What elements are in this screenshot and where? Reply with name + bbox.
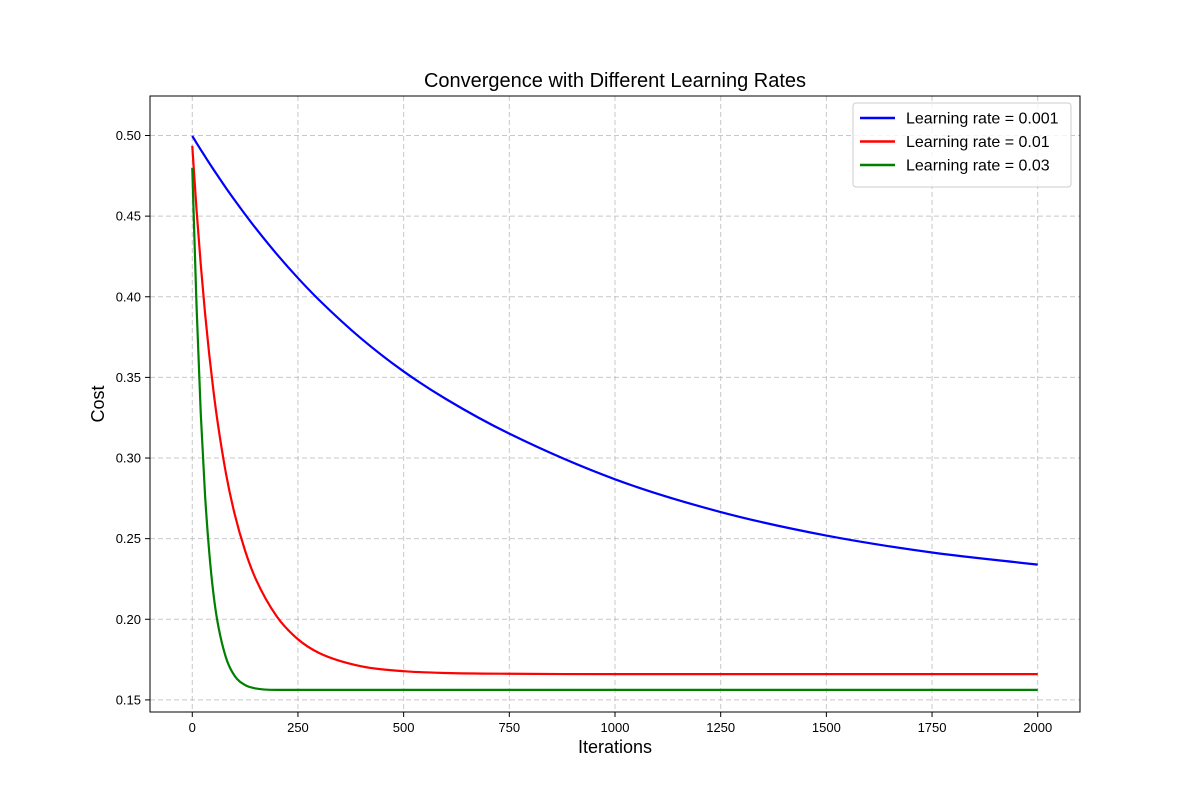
x-axis-label: Iterations (578, 737, 652, 757)
x-tick-label: 750 (498, 720, 520, 735)
y-tick-label: 0.15 (116, 692, 141, 707)
x-tick-label: 2000 (1023, 720, 1052, 735)
legend-label-2: Learning rate = 0.01 (906, 134, 1050, 151)
legend-label-3: Learning rate = 0.03 (906, 158, 1050, 175)
y-tick-label: 0.20 (116, 612, 141, 627)
series-lines (191, 135, 1038, 692)
y-tick-label: 0.35 (116, 370, 141, 385)
series-line-1 (191, 135, 1038, 566)
legend-box (852, 102, 1072, 188)
chart-title: Convergence with Different Learning Rate… (424, 70, 806, 92)
y-tick-label: 0.50 (116, 128, 141, 143)
x-tick-label: 1750 (918, 720, 947, 735)
y-tick-label: 0.40 (116, 289, 141, 304)
x-tick-label: 1000 (601, 720, 630, 735)
series-line-3 (191, 167, 1038, 692)
x-tick-label: 250 (287, 720, 309, 735)
grid-lines (150, 96, 1080, 712)
y-tick-label: 0.30 (116, 451, 141, 466)
legend: Learning rate = 0.001 Learning rate = 0.0… (852, 102, 1072, 188)
y-axis-label: Cost (88, 385, 108, 422)
y-tick-label: 0.45 (116, 209, 141, 224)
axis-ticks: 0 250 500 750 1000 1250 1500 1750 2000 0.15 0.20 0.… (116, 128, 1053, 735)
x-tick-label: 500 (393, 720, 415, 735)
x-tick-label: 1500 (812, 720, 841, 735)
legend-items: Learning rate = 0.001 Learning rate = 0.0… (860, 111, 1059, 175)
y-tick-label: 0.25 (116, 531, 141, 546)
x-tick-label: 1250 (706, 720, 735, 735)
x-tick-label: 0 (189, 720, 196, 735)
legend-label-1: Learning rate = 0.001 (906, 111, 1059, 128)
series-line-2 (191, 145, 1038, 676)
